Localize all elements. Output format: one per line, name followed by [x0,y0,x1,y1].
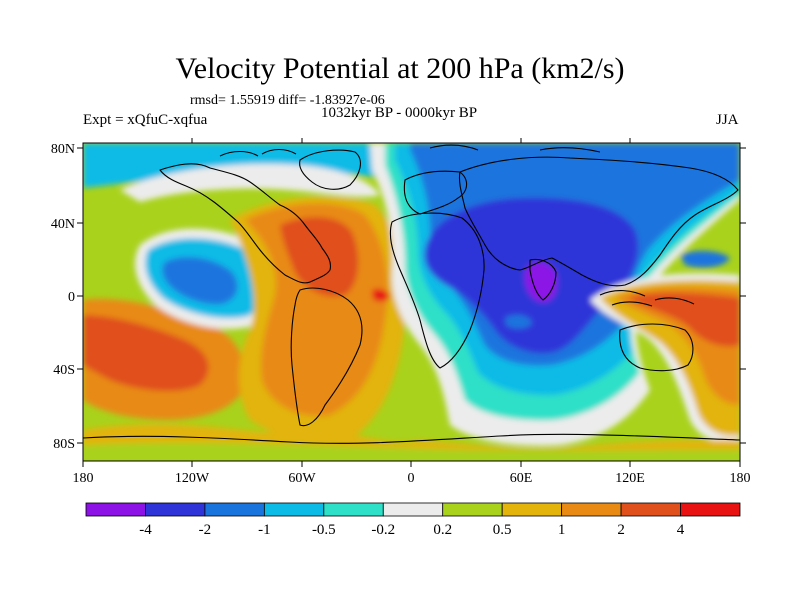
lat-label: 40N [51,217,75,232]
pacific-blue-core [162,257,238,305]
maritime-continent-coast [599,290,695,307]
period-label: 1032kyr BP - 0000kyr BP [321,105,478,121]
map-title: Velocity Potential at 200 hPa (km2/s) [175,52,625,85]
europe-coast [403,170,468,215]
asia-blue-patch [680,250,730,268]
lon-label: 180 [73,471,94,486]
colorbar-box [85,502,146,517]
india-coast [529,258,557,301]
north-america-coast [159,163,332,284]
pacific-red [83,315,209,392]
colorbar-box [145,502,206,517]
west-pacific-red [628,292,740,347]
lon-label: 180 [730,471,751,486]
experiment-label: Expt = xQfuC-xqfua [83,112,208,128]
colorbar-label: 1 [558,522,566,538]
lat-label: 40S [53,363,75,378]
colorbar-label: -2 [199,522,212,538]
colorbar-label: -4 [139,522,152,538]
south-america-coast [290,287,363,427]
lon-label: 60E [510,471,533,486]
season-label: JJA [716,112,739,128]
colorbar-box [442,502,503,517]
asia-coast [458,156,739,287]
lat-label: 80S [53,437,75,452]
colorbar-box [620,502,681,517]
contour-field [83,143,740,461]
colorbar-box [323,502,384,517]
colorbar-box [680,502,741,517]
colorbar-label: 2 [617,522,625,538]
latitude-axis [77,147,746,444]
colorbar-box [501,502,563,517]
colorbar-label: -0.5 [312,522,336,538]
indian-ocean-purple [524,262,557,303]
colorbar-label: 0.2 [433,522,452,538]
arctic-islands-coast [219,144,601,157]
lon-label: 0 [408,471,415,486]
australia-coast [619,323,694,372]
coastlines [83,144,740,444]
colorbar-label: -1 [258,522,271,538]
lat-label: 80N [51,142,75,157]
lon-label: 120W [175,471,210,486]
greenland-coast [299,149,361,190]
colorbar-label: -0.2 [371,522,395,538]
antarctic-green [83,442,740,461]
arctic-white-band [120,163,380,202]
atlantic-red-spot [372,288,390,302]
indian-blue-lobe [505,314,532,329]
atlantic-red [280,216,359,297]
antarctica-coast [83,433,740,444]
lon-label: 60W [288,471,316,486]
longitude-axis [82,138,741,467]
colorbar-box [382,502,444,517]
lon-label: 120E [615,471,645,486]
colorbar [85,502,741,517]
colorbar-box [561,502,622,517]
rmsd-diff-stats: rmsd= 1.55919 diff= -1.83927e-06 [190,93,385,108]
colorbar-label: 0.5 [493,522,512,538]
africa-coast [389,212,485,369]
lat-label: 0 [68,290,75,305]
colorbar-label: 4 [677,522,685,538]
colorbar-box [263,502,325,517]
colorbar-box [204,502,265,517]
